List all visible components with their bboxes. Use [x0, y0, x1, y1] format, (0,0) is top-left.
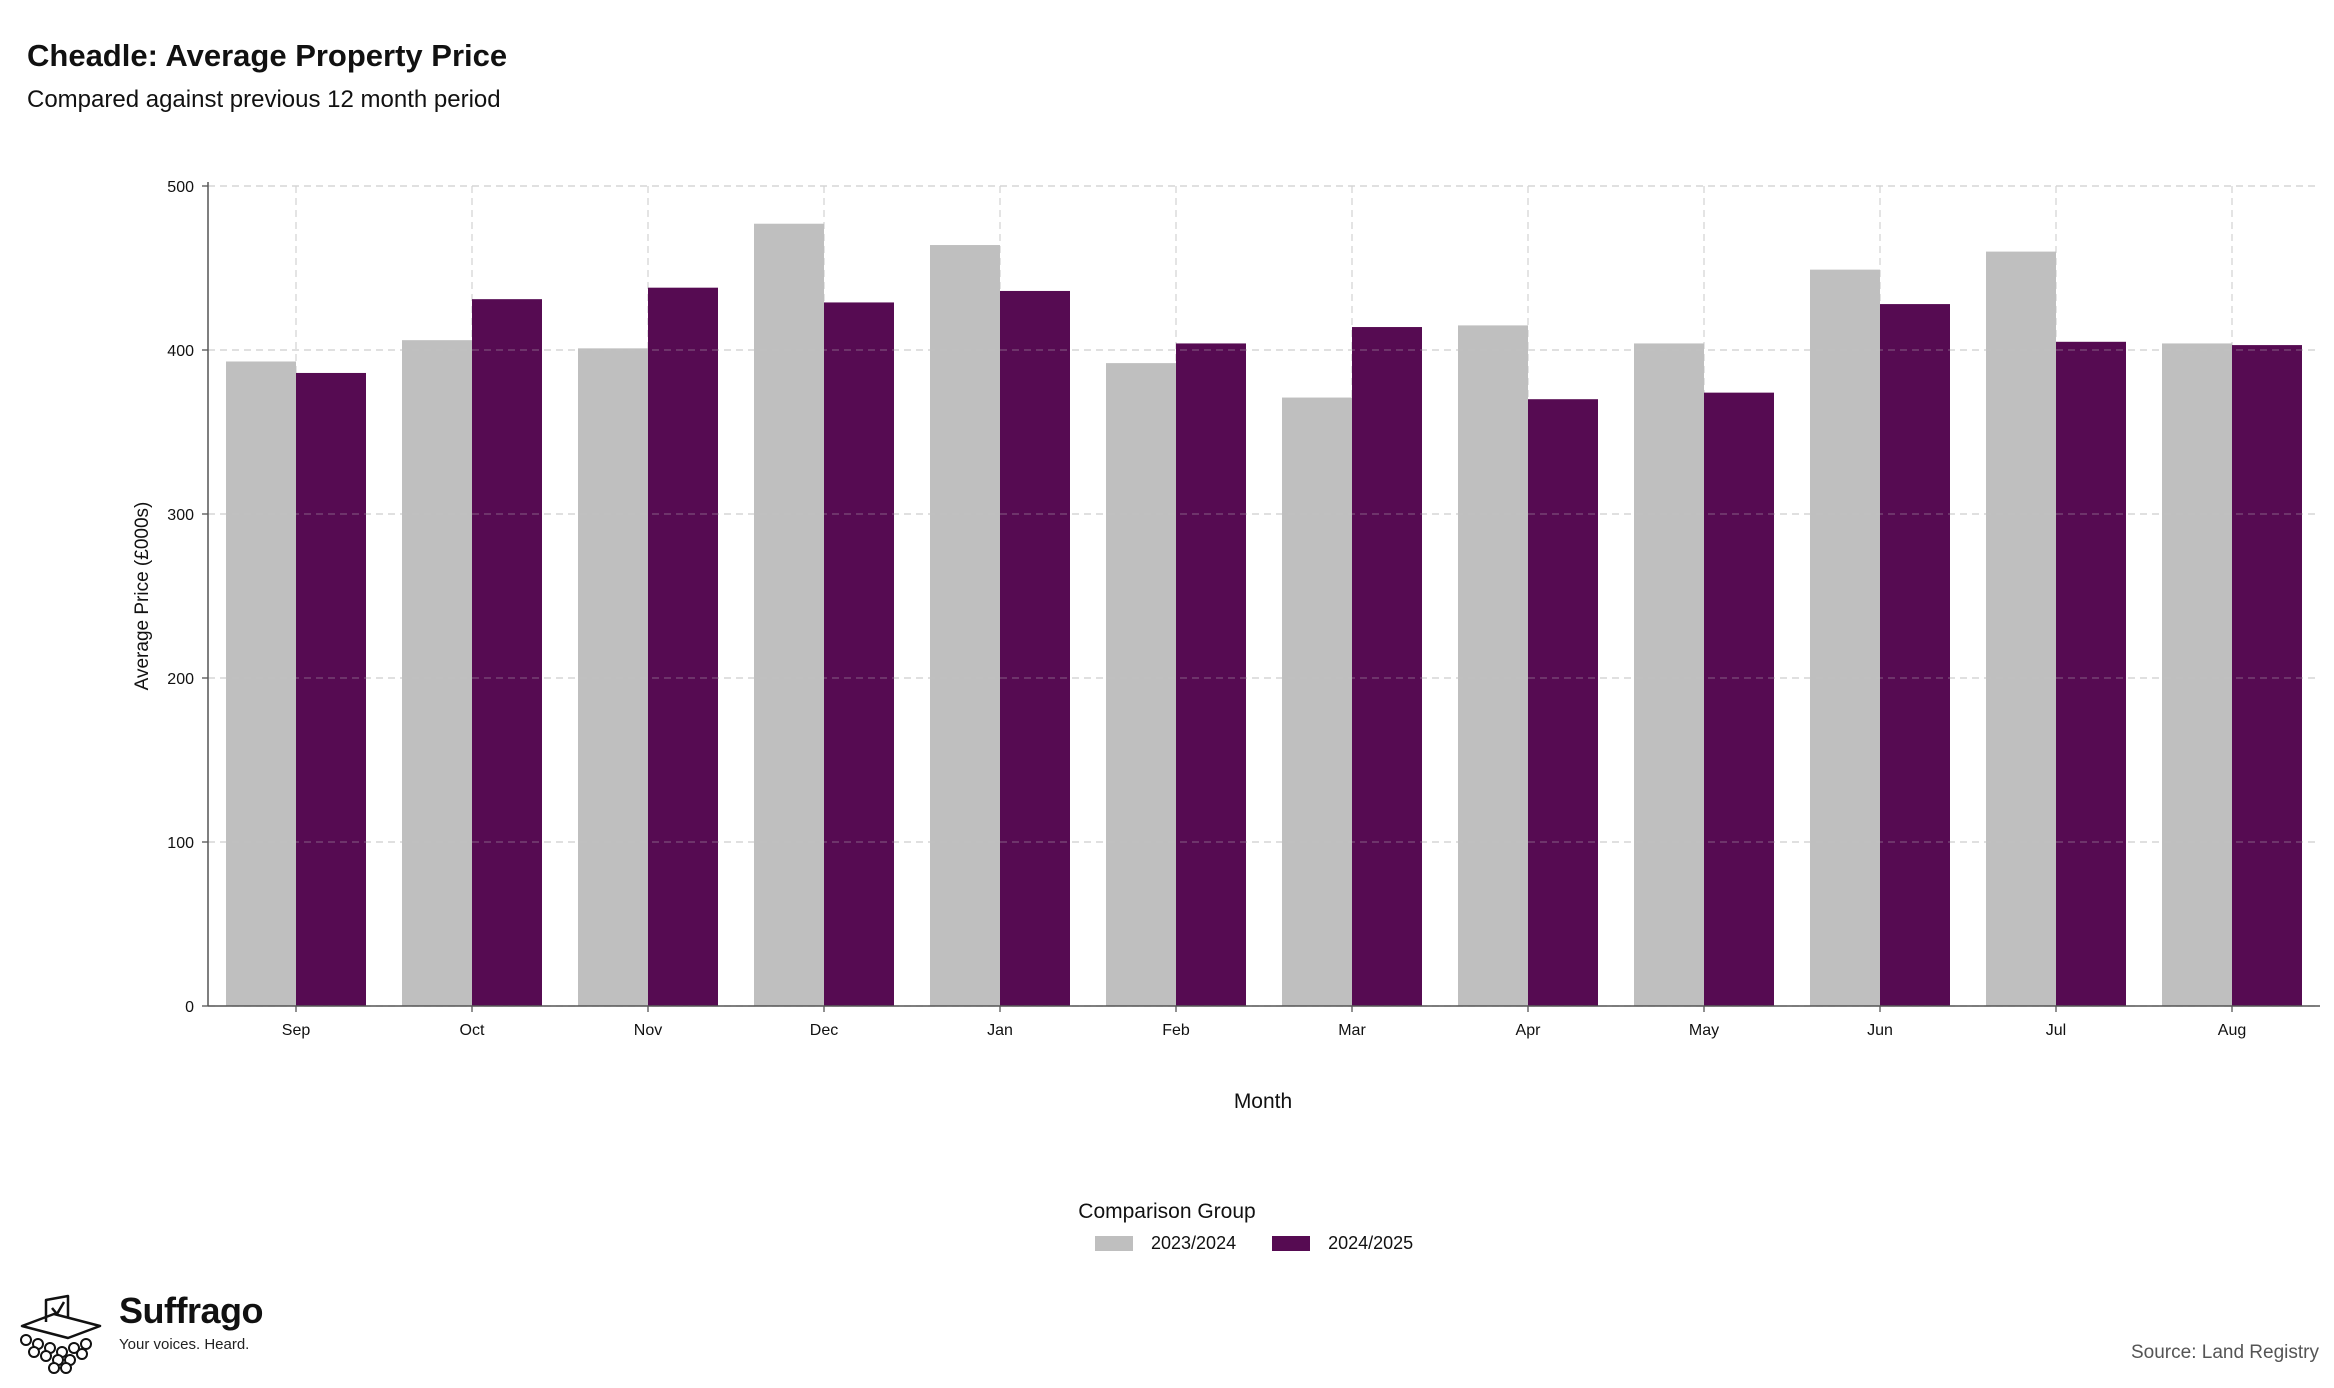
legend-title: Comparison Group: [1078, 1200, 1256, 1223]
y-tick-label: 100: [167, 835, 194, 852]
x-tick-label: Jun: [1867, 1022, 1893, 1039]
bar-chart: 0 100 200 300 400 500 Sep Oct Nov Dec Jan Feb Mar Apr…: [132, 179, 2320, 1113]
x-tick-label: Oct: [460, 1022, 485, 1039]
bar-2023-2024-mar: [1282, 397, 1352, 1006]
bar-2023-2024-feb: [1106, 363, 1176, 1006]
suffrago-logo: Suffrago Your voices. Heard.: [14, 1290, 264, 1376]
bar-2024-2025-sep: [296, 372, 366, 1007]
brand-tagline: Your voices. Heard.: [119, 1336, 250, 1353]
x-tick-label: Aug: [2218, 1022, 2246, 1039]
bar-2024-2025-aug: [2232, 345, 2302, 1007]
bar-2024-2025-jul: [2056, 341, 2126, 1006]
x-tick-label: Dec: [810, 1022, 838, 1039]
x-tick-label: Mar: [1338, 1022, 1366, 1039]
legend: 2023/2024 2024/2025: [1095, 1233, 1449, 1254]
bar-2024-2025-jun: [1880, 304, 1950, 1007]
bar-2023-2024-apr: [1458, 325, 1528, 1006]
legend-label-2024-2025: 2024/2025: [1328, 1233, 1414, 1253]
y-tick-label: 0: [185, 999, 194, 1016]
x-tick-label: Jul: [2046, 1022, 2066, 1039]
chart-subtitle: Compared against previous 12 month perio…: [27, 86, 501, 113]
legend-item-2023-2024: 2023/2024: [1095, 1233, 1236, 1254]
bar-2023-2024-aug: [2162, 343, 2232, 1006]
bar-2023-2024-oct: [402, 340, 472, 1006]
chart-title: Cheadle: Average Property Price: [27, 38, 508, 73]
x-tick-label: Sep: [282, 1022, 311, 1039]
y-tick-label: 400: [167, 343, 194, 360]
legend-label-2023-2024: 2023/2024: [1151, 1233, 1237, 1253]
bar-2024-2025-oct: [472, 299, 542, 1006]
y-tick-label: 500: [167, 179, 194, 196]
bars: [226, 223, 2302, 1007]
axes: 0 100 200 300 400 500 Sep Oct Nov Dec Jan Feb Mar Apr…: [167, 179, 2320, 1039]
x-axis-label: Month: [1234, 1090, 1292, 1113]
bar-2023-2024-may: [1634, 343, 1704, 1006]
ballot-box-icon: [20, 1294, 102, 1374]
bar-2024-2025-dec: [824, 302, 894, 1006]
bar-2024-2025-apr: [1528, 399, 1598, 1006]
source-note: Source: Land Registry: [2131, 1342, 2319, 1363]
bar-2023-2024-dec: [754, 223, 824, 1007]
x-tick-label: Jan: [987, 1022, 1013, 1039]
x-tick-label: Apr: [1516, 1022, 1542, 1039]
brand-name: Suffrago: [119, 1290, 264, 1331]
legend-swatch-2023-2024: [1095, 1236, 1133, 1251]
bar-2024-2025-feb: [1176, 343, 1246, 1006]
y-tick-label: 200: [167, 671, 194, 688]
bar-2024-2025-nov: [648, 287, 718, 1006]
bar-2024-2025-may: [1704, 392, 1774, 1006]
y-tick-label: 300: [167, 507, 194, 524]
bar-2023-2024-jul: [1986, 251, 2056, 1007]
bar-2023-2024-jan: [930, 245, 1000, 1007]
legend-item-2024-2025: 2024/2025: [1272, 1233, 1413, 1254]
bar-2024-2025-mar: [1352, 327, 1422, 1006]
x-tick-label: May: [1689, 1022, 1719, 1039]
bar-2023-2024-nov: [578, 348, 648, 1006]
legend-swatch-2024-2025: [1272, 1236, 1311, 1251]
x-tick-label: Feb: [1162, 1022, 1190, 1039]
y-axis-label: Average Price (£000s): [132, 502, 153, 691]
x-tick-label: Nov: [634, 1022, 662, 1039]
bar-2023-2024-sep: [226, 361, 296, 1007]
bar-2023-2024-jun: [1810, 269, 1880, 1006]
bar-2024-2025-jan: [1000, 290, 1070, 1007]
